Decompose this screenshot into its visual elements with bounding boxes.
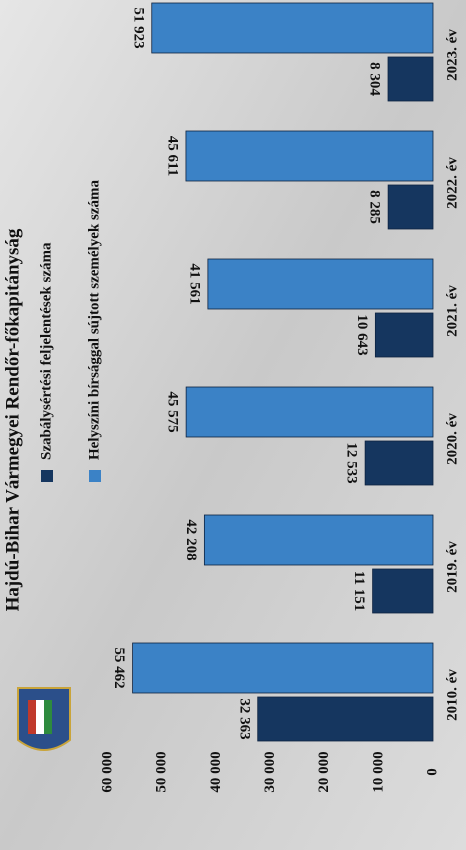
bar [372,568,434,614]
value-tick-label: 50 000 [154,751,170,792]
value-label: 51 923 [130,7,146,48]
bar [387,184,434,230]
value-label: 45 575 [165,391,181,432]
value-tick-label: 20 000 [316,751,332,792]
category-label: 2019. év [444,541,460,593]
value-label: 12 533 [344,442,360,483]
value-tick-label: 30 000 [262,751,278,792]
value-label: 55 462 [111,647,127,688]
value-label: 45 611 [165,136,181,176]
bar [185,386,434,438]
legend-label: Helyszíni bírsággal sújtott személyek sz… [86,180,102,460]
logo [17,687,71,751]
value-tick-label: 0 [424,768,440,776]
value-label: 11 151 [351,571,367,611]
chart-title: Hajdú-Bihar Vármegyei Rendőr-főkapitánys… [2,228,23,611]
value-tick-label: 40 000 [208,751,224,792]
value-label: 8 304 [367,62,383,96]
value-label: 8 285 [367,190,383,224]
value-label: 32 363 [236,698,252,739]
bar [364,440,434,486]
bar [387,56,434,102]
category-label: 2020. év [444,413,460,465]
category-label: 2022. év [444,157,460,209]
category-label: 2021. év [444,285,460,337]
value-label: 41 561 [186,263,202,304]
legend-label: Szabálysértési feljelentések száma [38,242,54,460]
bar [185,130,434,182]
bar [151,2,434,54]
bar [374,312,434,358]
value-tick-label: 10 000 [370,751,386,792]
legend-swatch [41,470,53,482]
bar [207,258,434,310]
value-label: 10 643 [354,314,370,355]
value-tick-label: 60 000 [99,751,115,792]
bar [132,642,434,694]
category-label: 2023. év [444,29,460,81]
value-label: 42 208 [183,519,199,560]
legend-swatch [89,470,101,482]
bar [203,514,434,566]
category-label: 2010. év [444,669,460,721]
bar [257,696,434,742]
